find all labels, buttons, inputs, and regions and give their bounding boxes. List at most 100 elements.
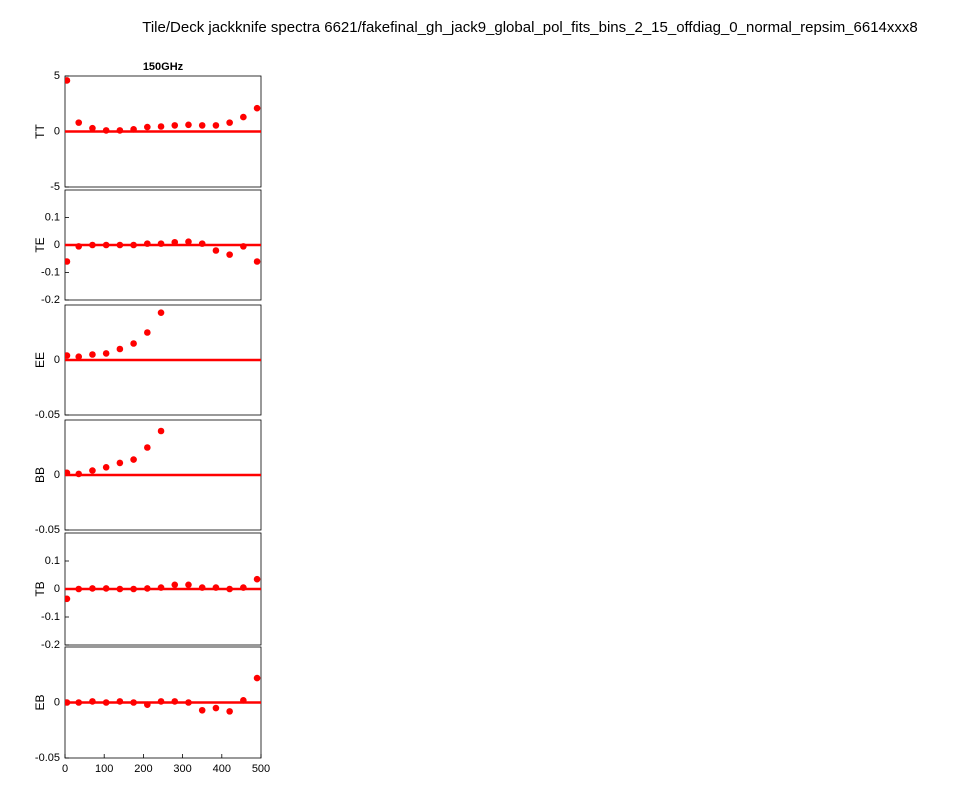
x-tick-label: 500 [252, 763, 270, 775]
data-point [212, 704, 220, 712]
y-tick-label: -0.05 [35, 752, 60, 764]
y-tick-label: 0 [54, 354, 60, 366]
panel: TB -0.2 -0.1 0 0.1 [33, 532, 262, 651]
data-point [157, 584, 165, 591]
data-point [65, 469, 71, 477]
data-point [130, 340, 137, 347]
data-point [157, 240, 165, 247]
y-axis-label: BB [33, 467, 47, 483]
data-point [185, 238, 192, 245]
data-point [75, 243, 83, 250]
x-tick-label: 400 [213, 763, 231, 775]
x-tick-label: 200 [134, 763, 152, 775]
y-axis-label: TT [33, 124, 47, 139]
plot-content [65, 309, 261, 362]
y-axis-label: TE [33, 237, 47, 252]
data-point [75, 699, 83, 706]
data-point [102, 241, 110, 249]
data-point [89, 124, 96, 132]
data-point [212, 247, 220, 254]
data-point [185, 699, 192, 706]
data-point [198, 706, 206, 714]
data-point [226, 119, 233, 126]
data-point [65, 258, 71, 265]
y-tick-label: 0 [54, 125, 60, 137]
y-tick-label: -0.2 [41, 639, 60, 651]
data-point [226, 585, 233, 593]
data-point [130, 125, 137, 133]
data-point [75, 585, 83, 593]
data-point [130, 456, 137, 463]
data-point [144, 329, 151, 336]
data-point [240, 113, 247, 121]
data-point [171, 581, 179, 589]
data-point [226, 708, 233, 715]
x-tick-label: 0 [62, 763, 68, 775]
data-point [102, 699, 110, 706]
panel: EE -0.05 0 [33, 304, 262, 421]
plot-content [65, 77, 261, 134]
data-point [157, 309, 165, 317]
data-point [253, 258, 261, 265]
data-point [89, 698, 96, 705]
data-point [144, 701, 151, 709]
y-tick-label: 0 [54, 696, 60, 708]
y-tick-label: 0 [54, 469, 60, 481]
data-point [65, 77, 71, 84]
panel: TE -0.2 -0.1 0 0.1 [33, 189, 262, 306]
y-tick-label: -0.1 [41, 266, 60, 278]
data-point [171, 122, 179, 129]
x-tick-label: 100 [95, 763, 113, 775]
data-point [89, 241, 96, 249]
plot-content [65, 674, 261, 715]
panel-title: 150GHz [143, 61, 184, 73]
data-point [116, 127, 124, 134]
y-tick-label: 0.1 [45, 211, 60, 223]
data-point [65, 352, 71, 359]
data-point [116, 241, 124, 249]
y-tick-label: 5 [54, 70, 60, 82]
data-point [212, 122, 220, 129]
y-tick-label: 0 [54, 239, 60, 251]
data-point [144, 585, 151, 592]
data-point [102, 585, 110, 592]
data-point [171, 698, 179, 705]
data-point [212, 584, 220, 591]
data-point [171, 238, 179, 246]
x-tick-label: 300 [173, 763, 191, 775]
data-point [116, 698, 124, 705]
data-point [253, 104, 261, 112]
y-axis-label: TB [33, 581, 47, 596]
y-axis-label: EE [33, 352, 47, 368]
data-point [116, 459, 124, 467]
panel: 150GHz TT -5 0 5 [33, 61, 262, 193]
data-point [198, 122, 206, 129]
data-point [130, 585, 137, 593]
y-axis-label: EB [33, 694, 47, 710]
panel: BB -0.05 0 [33, 419, 262, 536]
data-point [185, 581, 192, 589]
data-point [240, 696, 247, 704]
data-point [89, 351, 96, 358]
plot-content [65, 575, 261, 603]
data-point [144, 240, 151, 247]
y-tick-label: -0.05 [35, 409, 60, 421]
data-point [116, 585, 124, 593]
data-point [253, 575, 261, 583]
y-tick-label: -0.1 [41, 611, 60, 623]
data-point [157, 123, 165, 130]
data-point [116, 345, 124, 353]
data-point [102, 127, 110, 134]
data-point [144, 444, 151, 451]
data-point [75, 470, 83, 478]
data-point [240, 243, 247, 250]
data-point [130, 241, 137, 249]
data-point [89, 585, 96, 592]
figure-title: Tile/Deck jackknife spectra 6621/fakefin… [142, 19, 918, 36]
data-point [198, 240, 206, 247]
data-point [130, 699, 137, 706]
plot-content [65, 238, 261, 265]
data-point [102, 350, 110, 357]
